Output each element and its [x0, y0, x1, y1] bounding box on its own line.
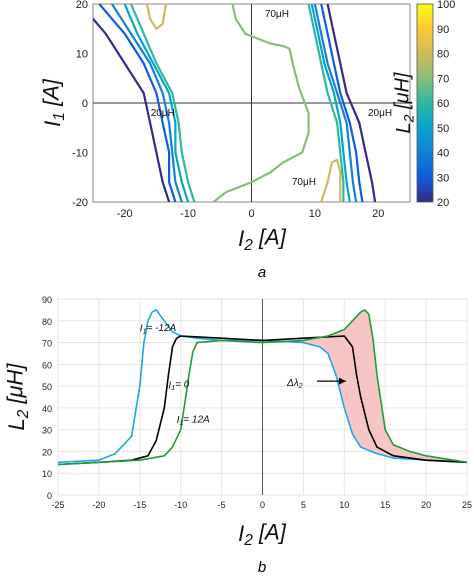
- panel-b-ytick-label: 90: [42, 295, 52, 305]
- panel-b-xtick-label: -10: [174, 500, 187, 510]
- delta-lambda-label: Δλ2: [286, 378, 303, 390]
- panel-a-ylabel: I1 [A]: [38, 78, 68, 127]
- colorbar: [416, 3, 434, 203]
- series-annotation-2: I1= 12A: [177, 414, 210, 427]
- panel-a-xtick-label: 10: [309, 208, 321, 220]
- panel-b-ytick-label: 70: [42, 339, 52, 349]
- colorbar-tick-label: 20: [437, 197, 449, 209]
- panel-b-ytick-label: 30: [42, 426, 52, 436]
- panel-a-xtick-label: -20: [117, 208, 133, 220]
- colorbar-tick-label: 90: [437, 24, 449, 36]
- colorbar-tick-label: 60: [437, 98, 449, 110]
- contour-line-90-11: [145, 4, 167, 30]
- contour-line-60-4: [129, 4, 196, 202]
- colorbar-label: L2 [μH]: [392, 72, 417, 133]
- panel-a-xlabel: I2 [A]: [238, 224, 287, 254]
- delta-lambda-area: [262, 309, 467, 463]
- delta-lambda-arrowhead: [338, 377, 346, 385]
- panel-a-xtick-label: 0: [248, 208, 254, 220]
- panel-b-xtick-label: 15: [380, 500, 390, 510]
- panel-b-ylabel: L2 [μH]: [2, 363, 32, 431]
- panel-a-xtick-label: 20: [372, 208, 384, 220]
- colorbar-tick-label: 50: [437, 123, 449, 135]
- contour-line-30-1: [98, 4, 177, 202]
- panel-a-xtick-label: -10: [180, 208, 196, 220]
- series-line-2: [58, 309, 467, 466]
- contour-annotation-0: 70μH: [265, 9, 289, 20]
- panel-a-ytick-label: 0: [82, 98, 88, 110]
- panel-a-contours: [93, 4, 377, 202]
- contour-line-20-5: [326, 4, 377, 202]
- contour-annotation-2: 20μH: [368, 108, 392, 119]
- contour-line-40-7: [313, 4, 358, 202]
- panel-a: 70μH 20μH 20μH 70μH -20 -10 0 10 20 -20 -10 0 10 20 …: [38, 0, 455, 281]
- series-line-1: [58, 335, 467, 466]
- contour-annotation-3: 70μH: [292, 177, 316, 188]
- panel-b-ytick-label: 20: [42, 447, 52, 457]
- panel-b-grid: [57, 298, 468, 496]
- panel-a-annotations: 70μH 20μH 20μH 70μH: [151, 9, 392, 188]
- contour-line-20-0: [93, 17, 171, 202]
- contour-line-60-9: [307, 4, 345, 202]
- panel-b-ytick-label: 10: [42, 469, 52, 479]
- panel-b-delta-fill: [262, 309, 467, 463]
- panel-b-caption: b: [258, 559, 266, 576]
- colorbar-tick-label: 80: [437, 49, 449, 61]
- panel-a-ytick-label: -20: [72, 197, 88, 209]
- panel-b: I1= -12A I1= 0 I1= 12A Δλ2 -25 -20 -15 -10 -5 0 5…: [2, 295, 472, 576]
- panel-a-ytick-label: 20: [76, 0, 88, 11]
- contour-annotation-1: 20μH: [151, 108, 175, 119]
- panel-b-ytick-label: 0: [47, 491, 52, 501]
- panel-b-xtick-label: 10: [339, 500, 349, 510]
- panel-b-xtick-label: 0: [260, 500, 265, 510]
- contour-line-90-12: [320, 158, 342, 202]
- panel-a-ytick-label: 10: [76, 49, 88, 61]
- contour-line-40-2: [111, 4, 183, 202]
- colorbar-tick-label: 40: [437, 148, 449, 160]
- colorbar-tick-label: 70: [437, 73, 449, 85]
- panel-b-xtick-label: 25: [462, 500, 472, 510]
- panel-b-series: [58, 309, 467, 466]
- panel-b-xtick-label: -5: [218, 500, 226, 510]
- series-line-0: [58, 309, 467, 464]
- contour-line-30-6: [320, 4, 364, 202]
- panel-b-ytick-label: 80: [42, 317, 52, 327]
- panel-b-ticks: -25 -20 -15 -10 -5 0 5 10 15 20 25 0 10 20 30 40 50 60 70 8…: [42, 295, 472, 510]
- panel-b-xlabel: I2 [A]: [238, 519, 287, 549]
- panel-b-xtick-label: -15: [133, 500, 146, 510]
- panel-b-ytick-label: 60: [42, 360, 52, 370]
- panel-b-ytick-label: 40: [42, 404, 52, 414]
- panel-a-caption: a: [258, 264, 266, 281]
- panel-a-ticks: -20 -10 0 10 20 -20 -10 0 10 20: [72, 0, 384, 220]
- panel-b-xtick-label: 20: [421, 500, 431, 510]
- series-annotation-1: I1= 0: [168, 380, 189, 393]
- panel-a-ytick-label: -10: [72, 148, 88, 160]
- colorbar-tick-label: 30: [437, 172, 449, 184]
- colorbar-ticks: 20 30 40 50 60 70 80 90 100: [437, 0, 455, 209]
- contour-line-50-3: [123, 4, 190, 202]
- contour-line-70-10: [212, 4, 310, 202]
- contour-line-50-8: [310, 4, 351, 202]
- panel-b-ytick-label: 50: [42, 382, 52, 392]
- panel-b-xtick-label: -20: [92, 500, 105, 510]
- panel-b-annotations: I1= -12A I1= 0 I1= 12A Δλ2: [140, 323, 346, 427]
- series-annotation-0: I1= -12A: [140, 323, 177, 336]
- colorbar-tick-label: 100: [437, 0, 455, 11]
- panel-b-xtick-label: -25: [51, 500, 64, 510]
- panel-b-xtick-label: 5: [301, 500, 306, 510]
